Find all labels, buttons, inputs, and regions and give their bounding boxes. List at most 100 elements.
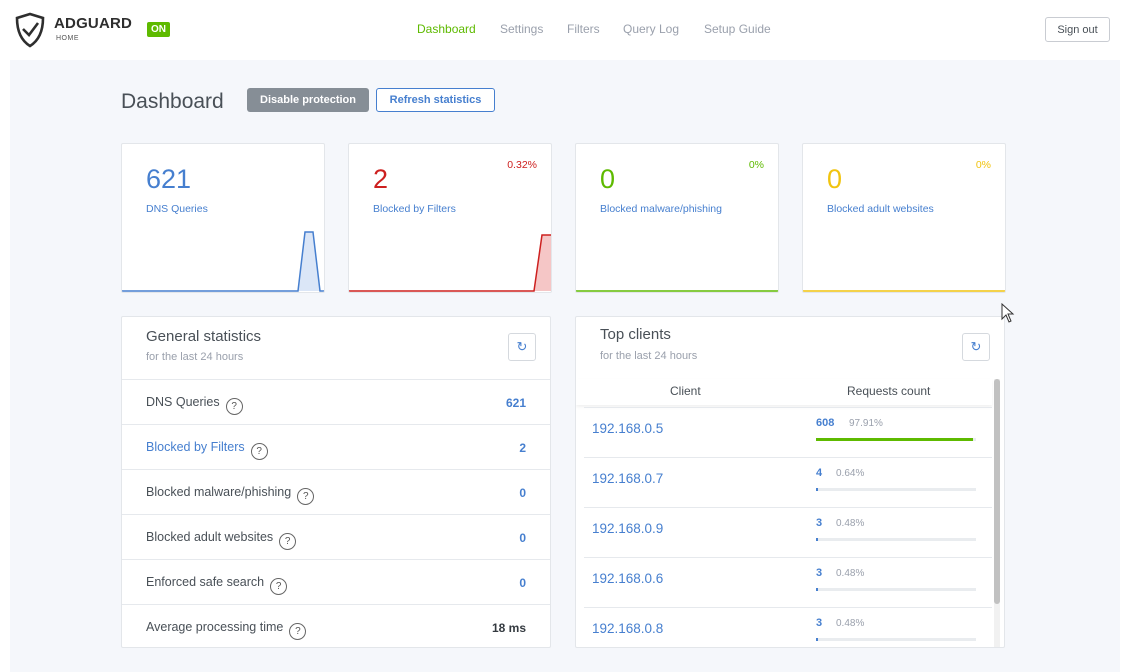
mouse-cursor-icon <box>1001 303 1015 323</box>
blocked-filters-sparkline <box>349 234 551 292</box>
disable-protection-button[interactable]: Disable protection <box>247 88 369 112</box>
request-percent: 0.48% <box>836 518 865 529</box>
stat-row-value: 621 <box>505 396 526 410</box>
client-row: 192.168.0.5 608 97.91% <box>584 407 992 457</box>
help-icon[interactable]: ? <box>279 533 297 550</box>
nav-setup-guide[interactable]: Setup Guide <box>704 22 771 36</box>
client-row: 192.168.0.6 3 0.48% <box>584 557 992 607</box>
stat-row-safe-search: Enforced safe search? 0 <box>122 559 550 604</box>
stat-row-label: Enforced safe search? <box>146 575 288 595</box>
stat-row-value: 0 <box>519 576 526 590</box>
main-nav: Dashboard Settings Filters Query Log Set… <box>0 22 1130 38</box>
stat-row-blocked-filters: Blocked by Filters? 2 <box>122 424 550 469</box>
request-progress-bar <box>816 638 976 641</box>
top-clients-subtitle: for the last 24 hours <box>600 350 698 362</box>
stat-label: DNS Queries <box>146 203 208 215</box>
nav-dashboard[interactable]: Dashboard <box>417 22 476 36</box>
help-icon[interactable]: ? <box>297 488 315 505</box>
column-header-client[interactable]: Client <box>670 384 701 398</box>
main-content: Dashboard Disable protection Refresh sta… <box>10 60 1120 672</box>
request-progress-bar <box>816 488 976 491</box>
dns-queries-sparkline <box>122 231 324 292</box>
client-ip[interactable]: 192.168.0.8 <box>592 621 664 636</box>
top-clients-card: Top clients for the last 24 hours ↻ Clie… <box>575 316 1005 648</box>
top-clients-scrollbar[interactable] <box>994 379 1000 647</box>
refresh-general-stats-icon[interactable]: ↻ <box>508 333 536 361</box>
top-navbar: ADGUARD HOME ON Dashboard Settings Filte… <box>0 0 1130 60</box>
request-count: 608 <box>816 417 835 429</box>
column-header-requests[interactable]: Requests count <box>847 384 931 398</box>
request-count: 3 <box>816 517 823 529</box>
top-clients-title: Top clients <box>600 326 671 343</box>
help-icon[interactable]: ? <box>270 578 288 595</box>
nav-settings[interactable]: Settings <box>500 22 544 36</box>
progress-fill <box>816 488 819 491</box>
help-icon[interactable]: ? <box>225 398 243 415</box>
stat-card-blocked-filters: 2 0.32% Blocked by Filters <box>348 143 552 293</box>
general-statistics-title: General statistics <box>146 328 262 345</box>
brand-name[interactable]: ADGUARD <box>54 15 133 32</box>
request-count: 4 <box>816 467 823 479</box>
refresh-top-clients-icon[interactable]: ↻ <box>962 333 990 361</box>
client-row: 192.168.0.9 3 0.48% <box>584 507 992 557</box>
stat-percent: 0.32% <box>507 159 537 171</box>
stat-card-dns-queries: 621 DNS Queries <box>121 143 325 293</box>
nav-filters[interactable]: Filters <box>567 22 600 36</box>
request-percent: 0.48% <box>836 568 865 579</box>
stat-row-label: Average processing time? <box>146 620 307 640</box>
nav-query-log[interactable]: Query Log <box>623 22 680 36</box>
blocked-adult-sparkline <box>803 290 1005 292</box>
client-ip[interactable]: 192.168.0.7 <box>592 471 664 486</box>
request-count: 3 <box>816 567 823 579</box>
help-icon[interactable]: ? <box>250 443 268 460</box>
client-ip[interactable]: 192.168.0.5 <box>592 421 664 436</box>
request-percent: 0.64% <box>836 468 865 479</box>
stat-row-value: 2 <box>519 441 526 455</box>
adguard-shield-icon[interactable] <box>14 12 46 48</box>
general-statistics-card: General statistics for the last 24 hours… <box>121 316 551 648</box>
stat-row-label: DNS Queries? <box>146 395 243 415</box>
client-ip[interactable]: 192.168.0.9 <box>592 521 664 536</box>
general-statistics-subtitle: for the last 24 hours <box>146 351 244 363</box>
stat-row-label: Blocked adult websites? <box>146 530 297 550</box>
stat-row-label[interactable]: Blocked by Filters? <box>146 440 268 460</box>
stat-row-value: 0 <box>519 531 526 545</box>
progress-fill <box>816 588 819 591</box>
stat-percent: 0% <box>975 159 991 171</box>
brand-subtitle: HOME <box>56 35 79 42</box>
request-percent: 97.91% <box>849 418 883 429</box>
refresh-statistics-button[interactable]: Refresh statistics <box>376 88 495 112</box>
protection-status-badge: ON <box>147 22 170 37</box>
page-title: Dashboard <box>121 90 224 113</box>
top-clients-table-header: Client Requests count <box>576 379 992 405</box>
request-progress-bar <box>816 538 976 541</box>
request-percent: 0.48% <box>836 618 865 629</box>
stat-row-blocked-adult: Blocked adult websites? 0 <box>122 514 550 559</box>
sign-out-button[interactable]: Sign out <box>1045 17 1110 42</box>
stat-value: 621 <box>146 164 192 194</box>
stat-row-blocked-malware: Blocked malware/phishing? 0 <box>122 469 550 514</box>
progress-fill <box>816 638 819 641</box>
request-progress-bar <box>816 588 976 591</box>
stat-row-value: 18 ms <box>491 621 526 635</box>
stat-value: 0 <box>827 164 843 194</box>
stat-value: 2 <box>373 164 389 194</box>
stat-card-blocked-malware: 0 0% Blocked malware/phishing <box>575 143 779 293</box>
help-icon[interactable]: ? <box>289 623 307 640</box>
request-count: 3 <box>816 617 823 629</box>
stat-percent: 0% <box>748 159 764 171</box>
progress-fill <box>816 538 819 541</box>
stat-card-blocked-adult: 0 0% Blocked adult websites <box>802 143 1006 293</box>
client-ip[interactable]: 192.168.0.6 <box>592 571 664 586</box>
stat-label: Blocked malware/phishing <box>600 203 722 215</box>
stat-row-dns-queries: DNS Queries? 621 <box>122 379 550 424</box>
stat-row-label: Blocked malware/phishing? <box>146 485 315 505</box>
stat-row-value: 0 <box>519 486 526 500</box>
progress-fill <box>816 438 973 441</box>
scrollbar-thumb[interactable] <box>994 379 1000 604</box>
blocked-malware-sparkline <box>576 290 778 292</box>
stat-row-avg-processing: Average processing time? 18 ms <box>122 604 550 647</box>
client-row: 192.168.0.7 4 0.64% <box>584 457 992 507</box>
stat-value: 0 <box>600 164 616 194</box>
client-row: 192.168.0.8 3 0.48% <box>584 607 992 647</box>
